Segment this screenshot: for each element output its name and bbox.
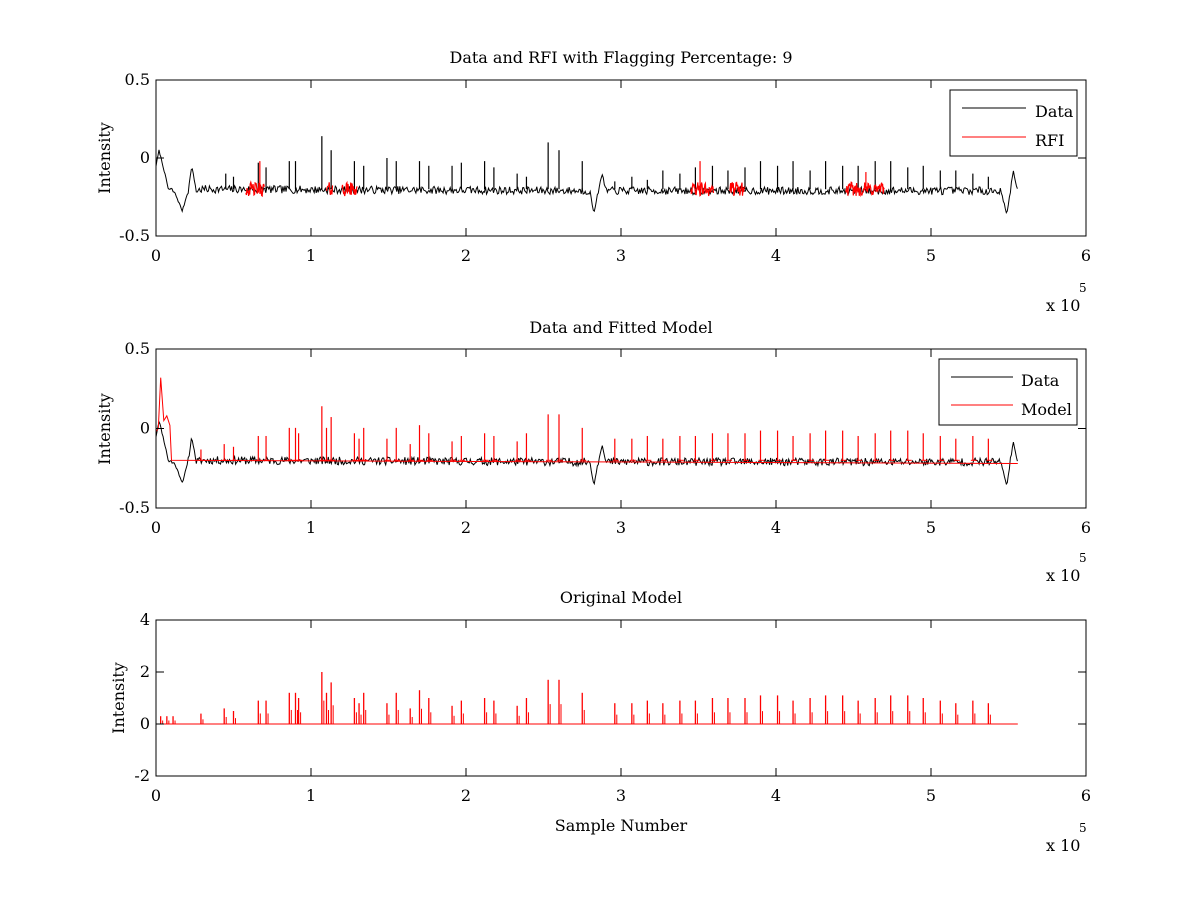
- rfi-segment: [245, 180, 265, 198]
- chart-title-3: Original Model: [560, 588, 682, 607]
- x-tick-label: 1: [306, 246, 316, 265]
- x-tick-label: 6: [1081, 518, 1091, 537]
- rfi-segment: [690, 181, 715, 197]
- x-tick-label: 1: [306, 786, 316, 805]
- x-tick-label: 6: [1081, 246, 1091, 265]
- x-tick-label: 3: [616, 786, 626, 805]
- y-tick-label: 0.5: [125, 70, 150, 89]
- x-multiplier-base-1: x 10: [1046, 296, 1080, 315]
- x-tick-label: 4: [771, 786, 781, 805]
- x-tick-label: 2: [461, 786, 471, 805]
- y-tick-label: 4: [140, 610, 150, 629]
- y-tick-label: 0: [140, 148, 150, 167]
- legend-box-2: [938, 358, 1078, 426]
- x-tick-label: 3: [616, 518, 626, 537]
- legend-2: Data Model: [938, 358, 1078, 426]
- subplot-2: Data and Fitted Model Intensity 0 1 2 3 4 5 6 -…: [95, 318, 1091, 585]
- x-tick-label: 4: [771, 246, 781, 265]
- y-tick-label: 2: [140, 662, 150, 681]
- rfi-segment: [845, 181, 885, 198]
- y-tick-label: 0.5: [125, 339, 150, 358]
- legend-label-rfi-1: RFI: [1035, 131, 1064, 150]
- chart-title-2: Data and Fitted Model: [529, 318, 712, 337]
- y-tick-label: -0.5: [119, 226, 150, 245]
- rfi-segment: [341, 180, 358, 197]
- x-tick-label: 1: [306, 518, 316, 537]
- x-tick-label: 3: [616, 246, 626, 265]
- subplot-1: Data and RFI with Flagging Percentage: 9…: [95, 48, 1091, 315]
- x-tick-label: 2: [461, 246, 471, 265]
- y-axis-label-3: Intensity: [109, 662, 128, 734]
- x-tick-label: 6: [1081, 786, 1091, 805]
- y-tick-label: -0.5: [119, 498, 150, 517]
- x-axis-label-3: Sample Number: [555, 816, 688, 835]
- x-multiplier-base-2: x 10: [1046, 566, 1080, 585]
- y-tick-label: -2: [134, 766, 150, 785]
- x-multiplier-exponent-3: 5: [1079, 821, 1087, 835]
- x-multiplier-exponent-1: 5: [1079, 281, 1087, 295]
- y-tick-label: 0: [140, 714, 150, 733]
- legend-1: Data RFI: [949, 89, 1078, 157]
- x-tick-label: 2: [461, 518, 471, 537]
- legend-label-model-2: Model: [1021, 400, 1072, 419]
- x-tick-label: 4: [771, 518, 781, 537]
- x-tick-label: 5: [926, 246, 936, 265]
- x-tick-label: 5: [926, 518, 936, 537]
- x-tick-label: 0: [151, 246, 161, 265]
- data-trace: [155, 420, 1018, 486]
- rfi-segment: [325, 182, 334, 196]
- data-trace: [155, 149, 1018, 215]
- x-tick-label: 0: [151, 786, 161, 805]
- y-axis-label-1: Intensity: [95, 122, 114, 194]
- model-trace: [155, 377, 1018, 464]
- y-tick-label: 0: [140, 419, 150, 438]
- rfi-segment: [729, 181, 746, 197]
- legend-label-data-1: Data: [1035, 102, 1074, 121]
- x-tick-label: 5: [926, 786, 936, 805]
- legend-box-1: [949, 89, 1078, 157]
- chart-title-1: Data and RFI with Flagging Percentage: 9: [449, 48, 792, 67]
- x-multiplier-base-3: x 10: [1046, 836, 1080, 855]
- x-tick-label: 0: [151, 518, 161, 537]
- axes-frame-1: [155, 79, 1087, 237]
- y-axis-label-2: Intensity: [95, 393, 114, 465]
- x-multiplier-exponent-2: 5: [1079, 551, 1087, 565]
- legend-label-data-2: Data: [1021, 371, 1060, 390]
